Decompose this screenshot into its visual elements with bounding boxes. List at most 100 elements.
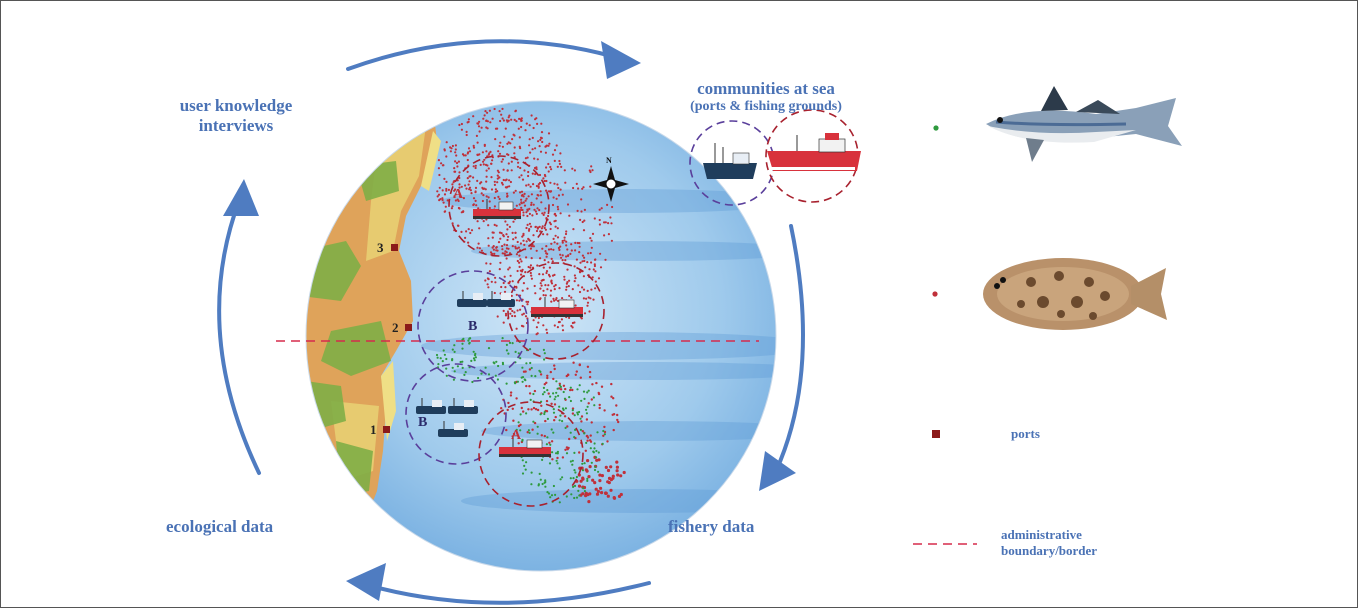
fish-dot [518,261,521,264]
fish-dot [565,244,568,247]
fish-dot [502,309,505,312]
red-fish-dots [436,107,626,504]
fish-dot [476,220,479,223]
fish-dot [486,283,489,286]
fish-dot [493,183,496,186]
fish-dot [494,374,497,377]
fish-dot [483,158,486,161]
communities-text: communities at sea [697,79,835,98]
fish-dot [603,234,606,237]
fish-dot [436,190,439,193]
cycle-arrows [217,39,805,605]
blue-boats [416,143,757,437]
fish-dot [556,227,559,230]
fish-dot [541,225,544,228]
fish-dot [490,176,493,179]
fish-dot [566,203,570,206]
fish-dot [586,391,589,394]
fish-dot [544,151,548,154]
fish-dot [452,378,455,381]
fish-dot [552,237,555,240]
fish-dot [485,126,488,129]
fish-dot [541,458,544,461]
fish-dot [553,288,556,291]
fish-dot [511,280,514,283]
fish-dot [463,373,466,376]
fish-dot [476,122,479,125]
fish-dot [593,447,596,450]
fish-dot [555,459,558,462]
fish-dot [536,158,539,161]
fish-dot [580,198,583,201]
fish-dot [506,169,509,172]
fish-dot [557,246,561,250]
fish-dot [574,471,577,474]
fish-dot [506,192,509,195]
fish-dot [543,352,546,355]
fish-dot [526,156,529,159]
fish-dot [532,126,535,130]
fish-dot [467,183,470,186]
fish-dot [556,183,559,186]
fish-dot [565,255,568,258]
fish-dot [578,270,582,273]
fish-dot [550,428,553,431]
fish-dot [592,396,595,399]
fish-dot [524,468,527,471]
fish-dot [540,284,543,287]
fish-dot [573,169,577,172]
fish-dot [539,194,543,197]
fish-dot [441,198,444,202]
fish-dot [547,261,550,264]
fish-dot [536,207,539,210]
fish-dot [535,197,538,200]
fish-dot [482,187,485,190]
fish-dot [530,277,534,280]
fish-dot [556,387,559,390]
legend-boundary-line2: boundary/border [1001,543,1098,559]
fish-dot [461,153,465,156]
fish-dot [521,380,524,383]
fish-dot [544,419,547,423]
fish-dot [594,280,597,283]
fish-dot [553,367,556,371]
fish-dot [466,152,469,155]
fish-dot [565,495,568,498]
fish-dot [571,167,574,170]
fish-dot [518,136,521,139]
fish-dot [548,266,552,269]
fish-dot [587,475,591,479]
fish-dot [464,371,467,374]
fish-dot [519,147,522,150]
fish-dot [521,289,524,292]
fish-dot [589,447,592,450]
fish-dot [567,285,570,288]
fish-dot [616,418,619,422]
fish-dot [503,243,506,246]
fish-dot [528,385,531,388]
fish-dot [535,333,538,336]
fish-dot [453,350,456,353]
fish-dot [622,470,626,475]
fish-dot [547,144,550,147]
fish-dot [520,198,523,201]
fish-dot [506,223,509,226]
fish-dot [484,188,487,191]
fish-dot [566,254,570,258]
fish-dot [513,311,516,314]
fish-dot [543,179,546,183]
fish-dot [558,501,561,504]
fish-dot [453,167,456,170]
fish-dot [575,258,579,261]
fish-dot [545,328,548,331]
fish-dot [514,236,517,239]
fish-dot [525,384,528,388]
fish-dot [508,225,511,228]
fish-dot [593,217,596,220]
fish-dot [530,374,533,377]
fish-dot [522,325,525,328]
fish-dot [567,446,570,450]
fish-dot [545,410,549,413]
fish-dot [533,421,537,425]
fish-dot [474,199,477,202]
